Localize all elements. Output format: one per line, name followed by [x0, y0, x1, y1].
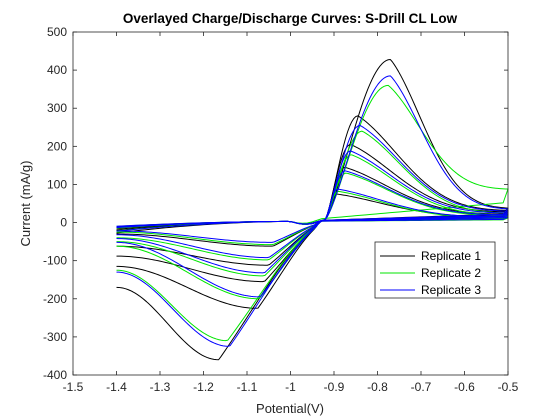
y-tick-label: 0	[60, 216, 67, 230]
x-tick-labels: -1.5 -1.4 -1.3 -1.2 -1.1 -1 -0.9 -0.8 -0.7 -0.6 -0…	[63, 380, 519, 394]
legend-label-1: Replicate 1	[421, 249, 481, 263]
y-tick-label: 500	[47, 25, 67, 39]
series-layer	[116, 58, 509, 361]
x-tick-label: -1.2	[193, 380, 214, 394]
x-tick-label: -1.5	[63, 380, 84, 394]
y-tick-label: 300	[47, 101, 67, 115]
x-tick-label: -1.4	[106, 380, 127, 394]
x-tick-label: -1	[285, 380, 296, 394]
y-tick-label: -300	[43, 330, 67, 344]
legend-box	[374, 241, 496, 299]
y-tick-label: -200	[43, 292, 67, 306]
y-tick-label: 100	[47, 177, 67, 191]
x-tick-label: -0.8	[367, 380, 388, 394]
x-axis-label: Potential(V)	[256, 401, 324, 416]
legend: Replicate 1 Replicate 2 Replicate 3	[374, 241, 496, 299]
legend-label-3: Replicate 3	[421, 283, 481, 297]
y-tick-label: -400	[43, 368, 67, 382]
y-axis-label: Current (mA/g)	[18, 161, 33, 247]
series-3-cycle-5-line	[116, 188, 509, 243]
y-tick-labels: 500 400 300 200 100 0 -100 -200 -300 -400	[43, 25, 67, 382]
chart-title: Overlayed Charge/Discharge Curves: S-Dri…	[123, 11, 458, 26]
series-2-cycle-1-line	[116, 84, 509, 342]
x-tick-label: -1.3	[150, 380, 171, 394]
x-tick-label: -0.9	[324, 380, 345, 394]
x-tick-label: -0.6	[454, 380, 475, 394]
series-3	[116, 75, 509, 347]
y-tick-label: -100	[43, 254, 67, 268]
ticks-layer	[72, 31, 509, 376]
x-tick-label: -0.5	[498, 380, 519, 394]
y-tick-label: 200	[47, 139, 67, 153]
x-tick-label: -0.7	[411, 380, 432, 394]
x-tick-label: -1.1	[237, 380, 258, 394]
legend-label-2: Replicate 2	[421, 266, 481, 280]
y-tick-label: 400	[47, 63, 67, 77]
